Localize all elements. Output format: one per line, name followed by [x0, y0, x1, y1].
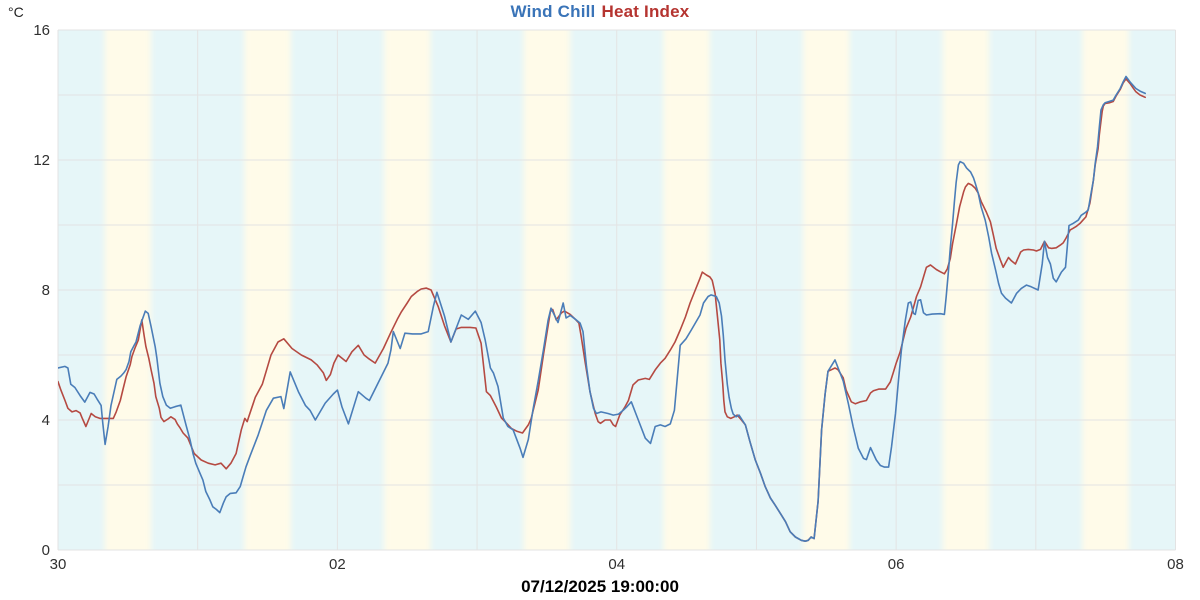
- legend-wind-chill-label: Wind Chill: [510, 2, 596, 21]
- y-tick-label: 0: [42, 542, 50, 559]
- x-tick-label: 06: [888, 556, 905, 573]
- y-tick-label: 16: [33, 22, 50, 39]
- legend-heat-index-label: Heat Index: [601, 2, 690, 21]
- x-tick-label: 02: [329, 556, 346, 573]
- series-line-heat-index: [58, 78, 1146, 543]
- y-tick-label: 4: [42, 412, 50, 429]
- current-timestamp-label: 07/12/2025 19:00:00: [521, 577, 679, 596]
- x-tick-label: 30: [50, 556, 67, 573]
- x-tick-label: 04: [608, 556, 625, 573]
- series-line-wind-chill: [58, 75, 1146, 543]
- x-tick-label: 08: [1167, 556, 1184, 573]
- y-tick-label: 12: [33, 152, 50, 169]
- y-tick-label: 8: [42, 282, 50, 299]
- gridlines: [57, 29, 1176, 551]
- chart-title: Wind Chill Heat Index: [0, 2, 1200, 22]
- y-axis-unit-label: °C: [8, 4, 24, 20]
